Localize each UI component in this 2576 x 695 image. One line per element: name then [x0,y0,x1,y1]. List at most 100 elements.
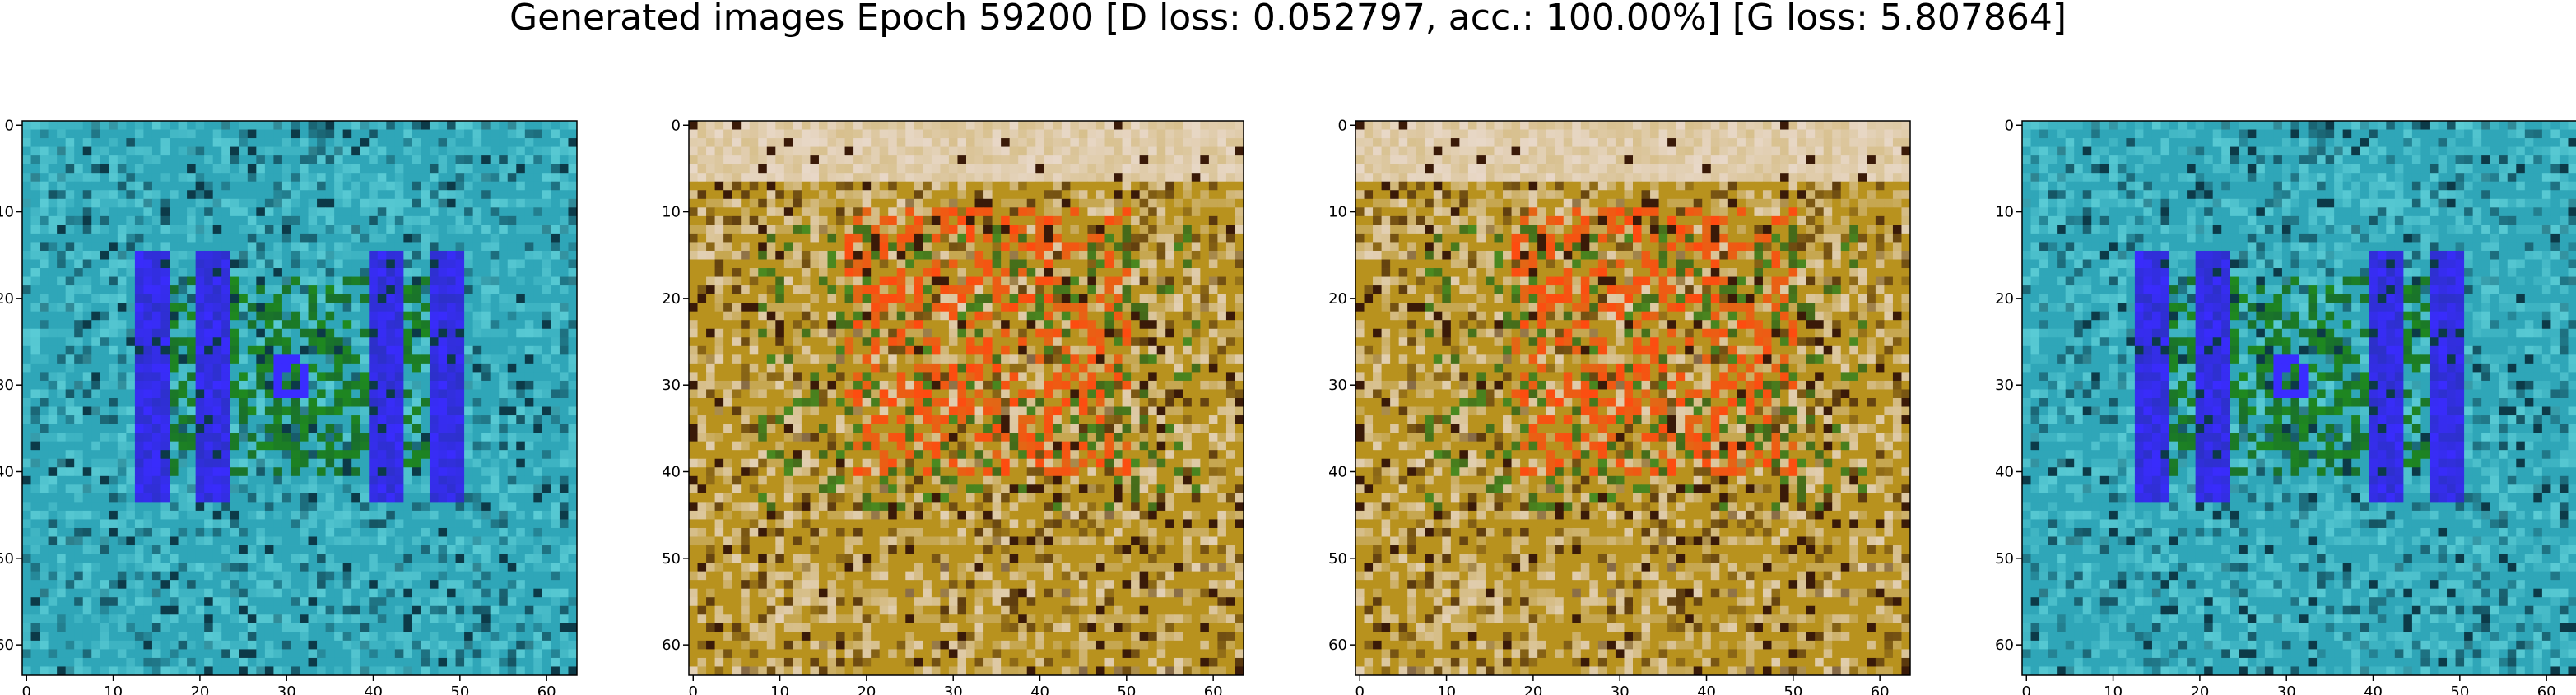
pixel [1061,215,1071,225]
pixel [360,190,370,200]
pixel [57,424,67,433]
pixel [291,303,300,313]
pixel [516,389,526,399]
pixel [143,666,153,676]
pixel [273,467,283,477]
pixel [151,311,161,321]
pixel [74,328,84,338]
pixel [551,354,560,364]
pixel [221,207,231,217]
pixel [524,527,534,537]
pixel [377,328,387,338]
pixel [91,510,101,520]
pixel [490,519,500,529]
pixel [170,605,179,615]
pixel [30,632,40,642]
pixel [499,276,509,286]
pixel [1026,190,1036,200]
pixel [160,640,170,650]
pixel [91,536,101,546]
pixel [412,155,421,165]
pixel [325,328,335,338]
pixel [151,138,161,147]
pixel [377,527,387,537]
pixel [239,155,249,165]
pixel [317,398,326,407]
pixel [74,285,84,295]
pixel [342,649,352,659]
pixel [187,597,197,607]
pixel [1174,129,1183,139]
pixel [455,649,465,659]
pixel [291,320,300,330]
pixel [706,173,715,183]
pixel [204,138,214,147]
pixel [126,571,136,581]
pixel [187,173,197,183]
pixel [533,580,543,590]
pixel [403,554,413,563]
pixel [533,268,543,277]
pixel [1035,121,1045,130]
pixel [472,545,482,554]
pixel [317,458,326,468]
pixel [481,484,491,494]
pixel [914,121,923,130]
pixel [1139,225,1149,234]
pixel [421,337,430,347]
pixel [151,155,161,165]
pixel [533,164,543,174]
pixel [221,649,231,659]
pixel [247,450,257,460]
pixel [801,198,811,208]
pixel [239,450,249,460]
pixel [844,233,854,243]
pixel [481,424,491,433]
pixel [134,510,144,520]
pixel [559,510,569,520]
pixel [126,233,136,243]
pixel [412,380,421,390]
pixel [264,207,274,217]
pixel [170,554,179,563]
pixel [117,155,127,165]
pixel [221,640,231,650]
pixel [369,181,379,191]
pixel [143,372,153,382]
pixel [369,372,379,382]
pixel [204,554,214,563]
pixel [360,345,370,355]
pixel [126,424,136,433]
pixel [247,215,257,225]
pixel [1208,129,1218,139]
pixel [117,657,127,667]
pixel [342,276,352,286]
pixel [455,406,465,416]
pixel [109,424,119,433]
pixel [723,173,733,183]
pixel [65,320,75,330]
pixel [273,164,283,174]
pixel [551,433,560,442]
pixel [931,190,941,200]
pixel [403,649,413,659]
pixel [403,276,413,286]
pixel [22,545,31,554]
pixel [533,215,543,225]
pixel [117,554,127,563]
pixel [429,510,439,520]
pixel [273,563,283,572]
pixel [230,173,239,183]
pixel [1078,173,1088,183]
pixel [170,303,179,313]
pixel [281,632,291,642]
pixel [568,215,578,225]
pixel [300,580,309,590]
pixel [1148,198,1158,208]
pixel [542,285,551,295]
pixel [239,415,249,424]
pixel [377,441,387,451]
pixel [126,597,136,607]
pixel [957,233,967,243]
pixel [22,190,31,200]
